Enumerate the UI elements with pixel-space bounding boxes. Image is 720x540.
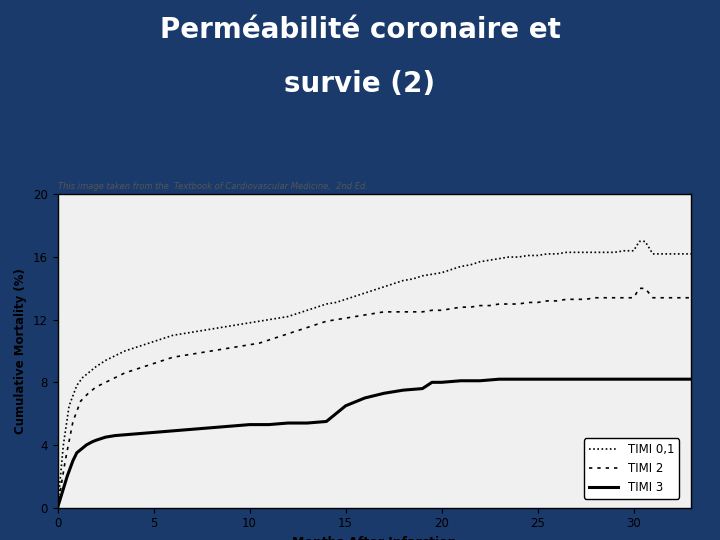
Text: This image taken from the  Textbook of Cardiovascular Medicine,  2nd Ed.: This image taken from the Textbook of Ca…: [58, 182, 368, 191]
X-axis label: Months After Infarction: Months After Infarction: [292, 536, 456, 540]
Text: survie (2): survie (2): [284, 70, 436, 98]
Text: Perméabilité coronaire et: Perméabilité coronaire et: [160, 16, 560, 44]
Y-axis label: Cumulative Mortality (%): Cumulative Mortality (%): [14, 268, 27, 434]
Legend: TIMI 0,1, TIMI 2, TIMI 3: TIMI 0,1, TIMI 2, TIMI 3: [584, 438, 679, 498]
